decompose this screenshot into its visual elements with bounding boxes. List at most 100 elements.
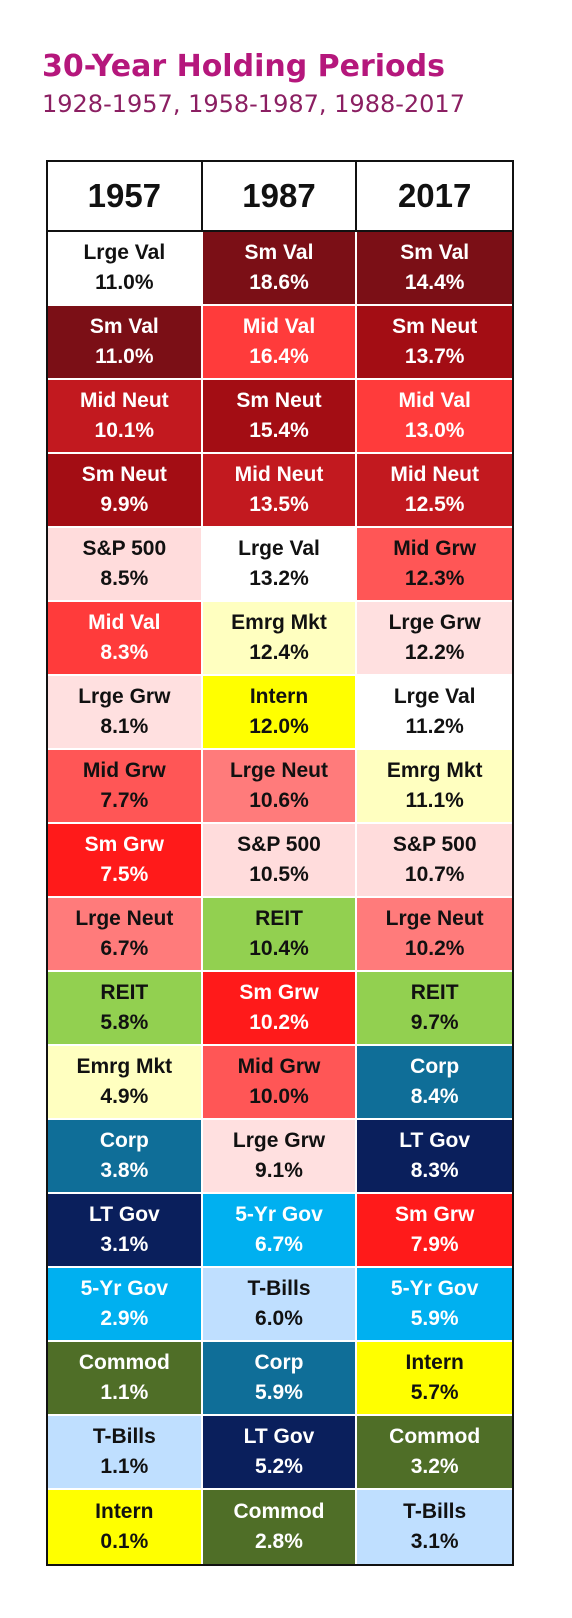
return-value: 6.7% [100,937,149,960]
return-value: 11.1% [405,789,464,812]
table-cell-1957-rank-15: 5-Yr Gov 2.9% [48,1268,203,1342]
asset-class-label: Lrge Val [393,685,476,708]
asset-class-label: Lrge Val [238,537,320,560]
chart-title: 30-Year Holding Periods [42,49,445,84]
return-value: 6.7% [255,1233,303,1256]
asset-class-label: LT Gov [88,1203,160,1226]
return-value: 18.6% [249,271,309,294]
asset-class-label: Sm Val [400,241,470,264]
return-value: 11.0% [95,271,154,294]
return-value: 12.3% [404,567,465,590]
table-cell-1987-rank-10: REIT 10.4% [202,898,358,972]
asset-class-label: T-Bills [247,1277,311,1300]
table-cell-2017-rank-4: Mid Neut 12.5% [357,454,512,528]
returns-table: 1957 1987 2017 Lrge Val 11.0% Sm Val 18.6% Sm V… [46,160,514,1566]
return-value: 9.9% [100,493,149,516]
table-cell-1987-rank-6: Emrg Mkt 12.4% [202,602,358,676]
table-cell-1957-rank-14: LT Gov 3.1% [48,1194,203,1268]
asset-class-label: Mid Val [398,389,471,412]
asset-class-label: Lrge Grw [78,685,171,708]
return-value: 5.8% [100,1011,149,1034]
table-cell-1987-rank-9: S&P 500 10.5% [202,824,358,898]
asset-class-label: Lrge Neut [385,907,484,930]
return-value: 5.7% [410,1381,459,1404]
table-cell-2017-rank-1: Sm Val 14.4% [357,232,512,306]
table-cell-1957-rank-13: Corp 3.8% [48,1120,203,1194]
asset-class-label: Lrge Neut [229,759,328,782]
asset-class-label: Intern [249,685,309,708]
return-value: 7.5% [100,863,149,886]
asset-class-label: Mid Neut [80,389,169,412]
table-cell-1987-rank-4: Mid Neut 13.5% [202,454,358,528]
asset-class-label: T-Bills [92,1425,156,1448]
table-cell-1987-rank-2: Mid Val 16.4% [202,306,358,380]
table-cell-2017-rank-13: LT Gov 8.3% [357,1120,512,1194]
column-header-label: 2017 [397,177,472,214]
asset-class-label: Sm Neut [81,463,167,486]
asset-class-label: 5-Yr Gov [235,1203,323,1226]
column-header-2017: 2017 [357,162,512,232]
table-cell-2017-rank-3: Mid Val 13.0% [357,380,512,454]
table-cell-2017-rank-17: Commod 3.2% [357,1416,512,1490]
return-value: 5.2% [255,1455,303,1478]
table-cell-1987-rank-16: Corp 5.9% [202,1342,358,1416]
table-cell-2017-rank-16: Intern 5.7% [357,1342,512,1416]
asset-class-label: Sm Val [89,315,159,338]
return-value: 6.0% [255,1307,303,1330]
asset-class-label: S&P 500 [237,833,321,856]
table-cell-1987-rank-11: Sm Grw 10.2% [202,972,358,1046]
asset-class-label: Corp [254,1351,304,1374]
table-cell-1957-rank-6: Mid Val 8.3% [48,602,203,676]
table-cell-1957-rank-12: Emrg Mkt 4.9% [48,1046,203,1120]
asset-class-label: S&P 500 [392,833,477,856]
chart-subtitle: 1928-1957, 1958-1987, 1988-2017 [42,90,465,118]
table-cell-2017-rank-10: Lrge Neut 10.2% [357,898,512,972]
return-value: 3.1% [410,1530,459,1553]
return-value: 3.8% [100,1159,149,1182]
table-cell-2017-rank-7: Lrge Val 11.2% [357,676,512,750]
return-value: 10.5% [249,863,309,886]
asset-class-label: Sm Val [244,241,314,264]
return-value: 10.2% [249,1011,309,1034]
table-cell-1987-rank-8: Lrge Neut 10.6% [202,750,358,824]
column-header-label: 1987 [242,177,316,214]
asset-class-label: LT Gov [243,1425,315,1448]
asset-class-label: Sm Neut [236,389,322,412]
table-cell-1987-rank-13: Lrge Grw 9.1% [202,1120,358,1194]
table-cell-2017-rank-11: REIT 9.7% [357,972,512,1046]
return-value: 11.0% [95,345,154,368]
table-cell-2017-rank-14: Sm Grw 7.9% [357,1194,512,1268]
table-cell-2017-rank-18: T-Bills 3.1% [357,1490,512,1564]
table-cell-1957-rank-11: REIT 5.8% [48,972,203,1046]
table-cell-2017-rank-6: Lrge Grw 12.2% [357,602,512,676]
asset-class-label: Lrge Grw [232,1129,326,1152]
return-value: 3.2% [410,1455,459,1478]
return-value: 1.1% [100,1381,149,1404]
table-cell-1987-rank-17: LT Gov 5.2% [202,1416,358,1490]
return-value: 5.9% [410,1307,459,1330]
asset-class-label: Mid Neut [234,463,324,486]
return-value: 9.7% [410,1011,459,1034]
table-cell-2017-rank-8: Emrg Mkt 11.1% [357,750,512,824]
column-header-1987: 1987 [202,162,358,232]
return-value: 11.2% [405,715,464,738]
return-value: 8.1% [100,715,149,738]
table-cell-1987-rank-15: T-Bills 6.0% [202,1268,358,1342]
table-cell-1957-rank-8: Mid Grw 7.7% [48,750,203,824]
table-cell-1987-rank-12: Mid Grw 10.0% [202,1046,358,1120]
table-cell-2017-rank-9: S&P 500 10.7% [357,824,512,898]
asset-class-label: REIT [100,981,149,1004]
asset-class-label: Mid Grw [393,537,477,560]
asset-class-label: T-Bills [403,1500,467,1523]
asset-class-label: Lrge Val [83,241,166,264]
table-cell-1957-rank-4: Sm Neut 9.9% [48,454,203,528]
return-value: 10.2% [404,937,465,960]
asset-class-label: Mid Neut [390,463,479,486]
return-value: 8.3% [410,1159,459,1182]
return-value: 5.9% [255,1381,303,1404]
asset-class-label: Emrg Mkt [231,611,327,634]
table-cell-2017-rank-5: Mid Grw 12.3% [357,528,512,602]
table-cell-2017-rank-15: 5-Yr Gov 5.9% [357,1268,512,1342]
return-value: 14.4% [404,271,465,294]
return-value: 13.2% [249,567,309,590]
